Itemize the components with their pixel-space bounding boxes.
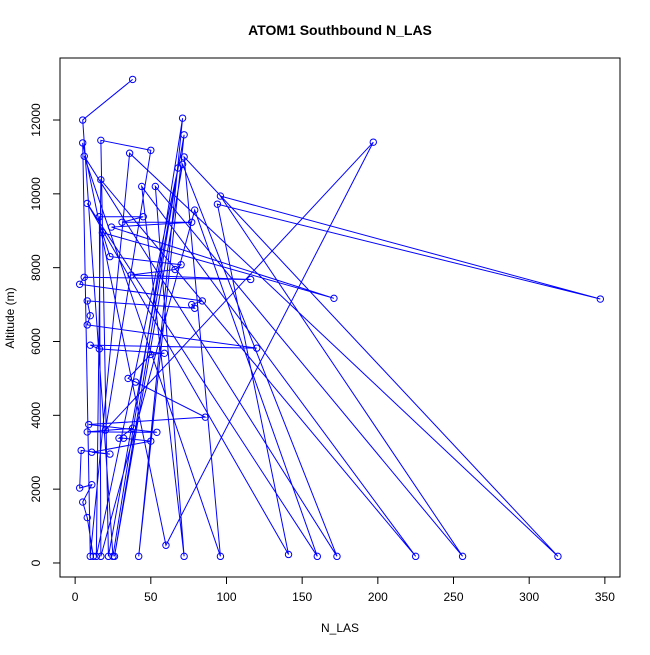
data-point bbox=[135, 552, 143, 561]
x-tick-label: 250 bbox=[443, 590, 463, 604]
data-point bbox=[86, 311, 94, 320]
data-point bbox=[178, 114, 187, 122]
data-point bbox=[174, 164, 182, 172]
data-point bbox=[187, 218, 196, 226]
data-point bbox=[147, 146, 155, 154]
data-point bbox=[125, 149, 134, 157]
data-point bbox=[77, 446, 85, 455]
data-point bbox=[333, 552, 341, 561]
data-point bbox=[216, 192, 225, 200]
data-point bbox=[83, 199, 91, 208]
data-point bbox=[369, 138, 377, 146]
data-point bbox=[411, 552, 420, 561]
data-point bbox=[313, 552, 321, 561]
data-point bbox=[216, 552, 225, 561]
data-point bbox=[330, 294, 338, 303]
data-point bbox=[554, 552, 562, 561]
data-point bbox=[147, 437, 155, 445]
data-point bbox=[83, 297, 91, 305]
data-point bbox=[138, 182, 146, 191]
data-point bbox=[110, 552, 119, 561]
data-point bbox=[191, 206, 199, 214]
data-point bbox=[153, 428, 161, 437]
data-point bbox=[180, 552, 188, 561]
data-point bbox=[151, 182, 160, 191]
x-tick-label: 100 bbox=[216, 590, 236, 604]
data-point bbox=[147, 350, 155, 359]
data-point bbox=[80, 273, 88, 281]
data-point bbox=[98, 228, 107, 237]
data-point bbox=[160, 349, 169, 358]
data-point bbox=[106, 450, 114, 458]
y-tick-label: 0 bbox=[29, 559, 43, 566]
data-point bbox=[247, 275, 255, 284]
data-point bbox=[79, 498, 87, 506]
data-point bbox=[115, 434, 123, 442]
data-point bbox=[79, 116, 87, 124]
data-point bbox=[101, 426, 110, 434]
data-point bbox=[162, 541, 170, 549]
x-tick-label: 0 bbox=[72, 590, 79, 604]
data-point bbox=[139, 213, 147, 221]
data-line bbox=[78, 79, 601, 557]
data-point bbox=[180, 153, 188, 161]
data-point bbox=[171, 265, 179, 274]
data-point bbox=[128, 424, 137, 432]
data-point bbox=[80, 152, 88, 160]
data-point bbox=[596, 295, 605, 303]
data-point bbox=[83, 321, 91, 329]
data-point bbox=[213, 200, 222, 208]
data-point bbox=[97, 136, 105, 145]
data-point bbox=[83, 428, 91, 436]
x-tick-label: 350 bbox=[595, 590, 615, 604]
data-point bbox=[95, 345, 104, 353]
data-point bbox=[95, 213, 104, 221]
data-point bbox=[131, 378, 140, 386]
data-point bbox=[107, 223, 116, 231]
data-point bbox=[118, 218, 126, 226]
data-point bbox=[127, 271, 135, 279]
data-point bbox=[284, 550, 293, 559]
data-point bbox=[128, 75, 137, 84]
data-point bbox=[124, 374, 132, 383]
x-axis-label: N_LAS bbox=[321, 621, 359, 635]
data-point bbox=[75, 280, 84, 288]
data-point bbox=[88, 448, 96, 456]
data-point bbox=[89, 552, 97, 561]
x-tick-label: 300 bbox=[519, 590, 539, 604]
data-point bbox=[83, 513, 91, 522]
data-point bbox=[191, 304, 199, 312]
data-point bbox=[177, 261, 185, 269]
x-tick-label: 50 bbox=[144, 590, 158, 604]
data-point bbox=[458, 552, 467, 561]
y-axis-label: Altitude (m) bbox=[3, 287, 17, 348]
y-tick-label: 6000 bbox=[29, 328, 43, 355]
data-point bbox=[97, 552, 105, 561]
data-point bbox=[253, 344, 261, 352]
data-point bbox=[85, 420, 93, 429]
data-point bbox=[86, 341, 94, 349]
y-tick-label: 10000 bbox=[29, 177, 43, 211]
x-tick-label: 200 bbox=[368, 590, 388, 604]
data-point bbox=[75, 484, 84, 492]
data-point bbox=[119, 434, 128, 442]
y-tick-label: 12000 bbox=[29, 103, 43, 137]
data-point bbox=[97, 176, 105, 184]
data-point bbox=[180, 131, 188, 139]
data-point bbox=[201, 413, 209, 421]
x-tick-label: 150 bbox=[292, 590, 312, 604]
data-point bbox=[106, 252, 114, 261]
data-point bbox=[92, 552, 101, 561]
data-point bbox=[178, 160, 187, 169]
data-point bbox=[79, 139, 87, 147]
data-point bbox=[88, 481, 96, 489]
y-tick-label: 8000 bbox=[29, 254, 43, 281]
chart-title: ATOM1 Southbound N_LAS bbox=[248, 22, 432, 38]
y-tick-label: 2000 bbox=[29, 475, 43, 502]
data-point bbox=[198, 297, 206, 305]
y-tick-label: 4000 bbox=[29, 402, 43, 429]
